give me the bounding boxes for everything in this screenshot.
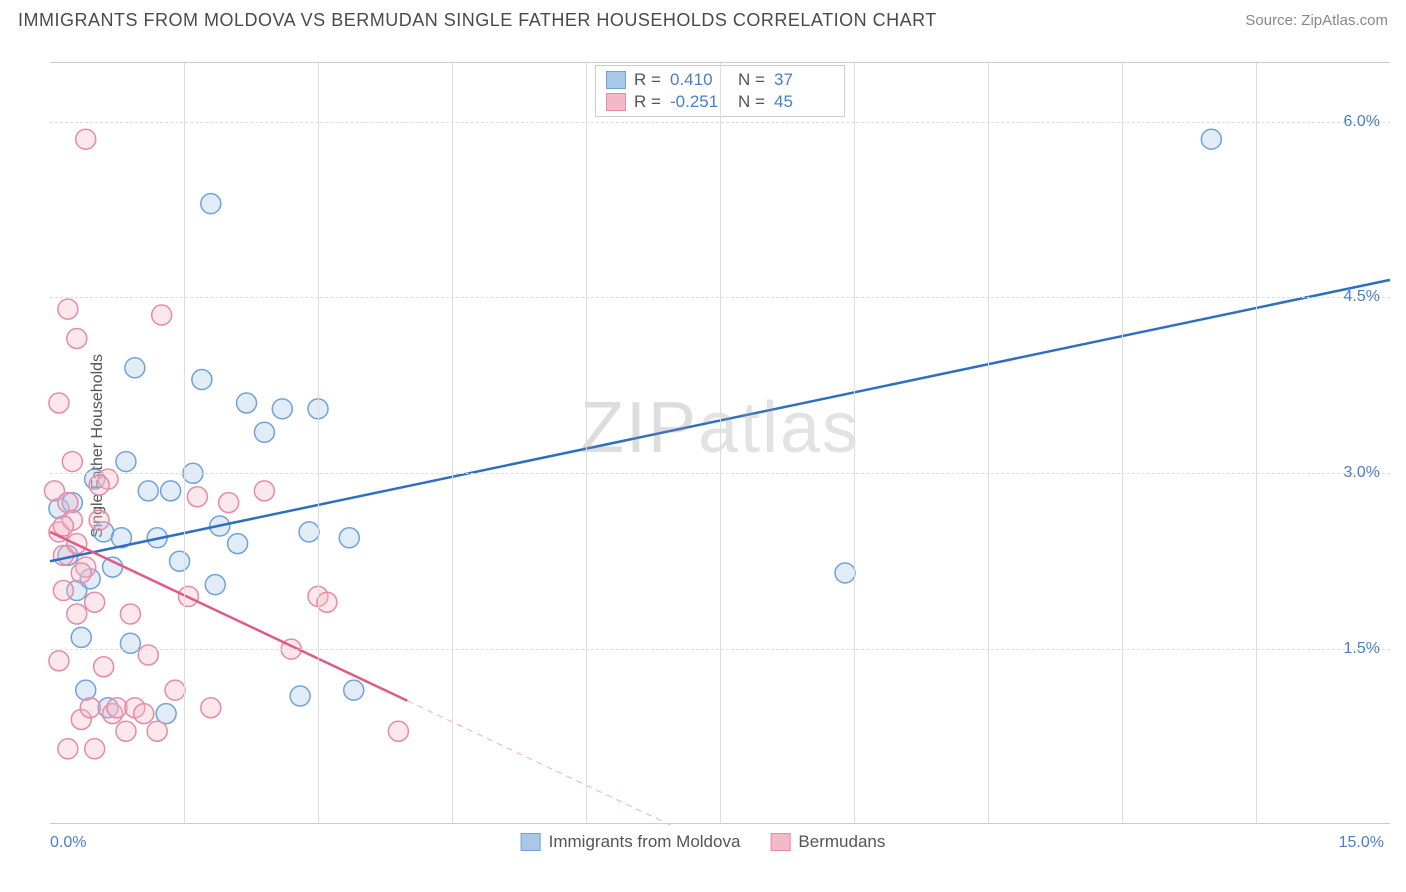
chart-plot-area: ZIPatlas R =0.410N =37R =-0.251N =45 1.5… <box>50 62 1390 824</box>
data-point <box>53 581 73 601</box>
data-point <box>120 604 140 624</box>
legend-swatch <box>606 93 626 111</box>
data-point <box>205 575 225 595</box>
data-point <box>89 510 109 530</box>
data-point <box>317 592 337 612</box>
trend-line-extrapolated <box>407 701 670 825</box>
gridline-v <box>1122 63 1123 823</box>
data-point <box>116 721 136 741</box>
source-name: ZipAtlas.com <box>1301 12 1388 29</box>
data-point <box>201 698 221 718</box>
data-point <box>1201 129 1221 149</box>
data-point <box>192 370 212 390</box>
n-label: N = <box>738 70 766 90</box>
gridline-v <box>452 63 453 823</box>
gridline-v <box>720 63 721 823</box>
data-point <box>125 358 145 378</box>
data-point <box>67 328 87 348</box>
r-label: R = <box>634 92 662 112</box>
data-point <box>290 686 310 706</box>
data-point <box>67 604 87 624</box>
data-point <box>165 680 185 700</box>
data-point <box>219 493 239 513</box>
data-point <box>228 534 248 554</box>
gridline-v <box>318 63 319 823</box>
data-point <box>89 475 109 495</box>
n-value: 37 <box>774 70 834 90</box>
gridline-v <box>1256 63 1257 823</box>
data-point <box>80 698 100 718</box>
data-point <box>120 633 140 653</box>
legend-label: Bermudans <box>798 832 885 852</box>
data-point <box>49 393 69 413</box>
data-point <box>85 739 105 759</box>
legend-item: Immigrants from Moldova <box>521 832 741 852</box>
data-point <box>94 657 114 677</box>
data-point <box>71 627 91 647</box>
data-point <box>339 528 359 548</box>
y-tick-label: 6.0% <box>1344 113 1380 131</box>
r-value: 0.410 <box>670 70 730 90</box>
gridline-v <box>988 63 989 823</box>
data-point <box>76 129 96 149</box>
chart-title: IMMIGRANTS FROM MOLDOVA VS BERMUDAN SING… <box>18 10 937 31</box>
data-point <box>62 452 82 472</box>
data-point <box>138 645 158 665</box>
data-point <box>58 299 78 319</box>
legend-swatch <box>770 833 790 851</box>
data-point <box>187 487 207 507</box>
x-axis-min-label: 0.0% <box>50 834 86 852</box>
x-axis-max-label: 15.0% <box>1339 834 1384 852</box>
gridline-v <box>854 63 855 823</box>
data-point <box>58 739 78 759</box>
source-attribution: Source: ZipAtlas.com <box>1245 12 1388 29</box>
source-prefix: Source: <box>1245 12 1301 29</box>
legend-item: Bermudans <box>770 832 885 852</box>
data-point <box>76 680 96 700</box>
chart-header: IMMIGRANTS FROM MOLDOVA VS BERMUDAN SING… <box>0 0 1406 39</box>
data-point <box>107 698 127 718</box>
legend-swatch <box>606 71 626 89</box>
data-point <box>71 563 91 583</box>
y-tick-label: 4.5% <box>1344 288 1380 306</box>
series-legend: Immigrants from Moldova Bermudans <box>521 832 886 852</box>
data-point <box>152 305 172 325</box>
data-point <box>170 551 190 571</box>
r-value: -0.251 <box>670 92 730 112</box>
data-point <box>156 704 176 724</box>
data-point <box>272 399 292 419</box>
data-point <box>161 481 181 501</box>
data-point <box>344 680 364 700</box>
legend-swatch <box>521 833 541 851</box>
gridline-v <box>184 63 185 823</box>
n-value: 45 <box>774 92 834 112</box>
data-point <box>835 563 855 583</box>
data-point <box>201 194 221 214</box>
r-label: R = <box>634 70 662 90</box>
y-tick-label: 1.5% <box>1344 640 1380 658</box>
data-point <box>299 522 319 542</box>
data-point <box>138 481 158 501</box>
data-point <box>237 393 257 413</box>
y-tick-label: 3.0% <box>1344 464 1380 482</box>
data-point <box>58 493 78 513</box>
data-point <box>85 592 105 612</box>
data-point <box>254 422 274 442</box>
data-point <box>388 721 408 741</box>
n-label: N = <box>738 92 766 112</box>
legend-label: Immigrants from Moldova <box>549 832 741 852</box>
data-point <box>116 452 136 472</box>
data-point <box>147 721 167 741</box>
data-point <box>53 516 73 536</box>
gridline-v <box>586 63 587 823</box>
data-point <box>254 481 274 501</box>
data-point <box>49 651 69 671</box>
data-point <box>134 704 154 724</box>
